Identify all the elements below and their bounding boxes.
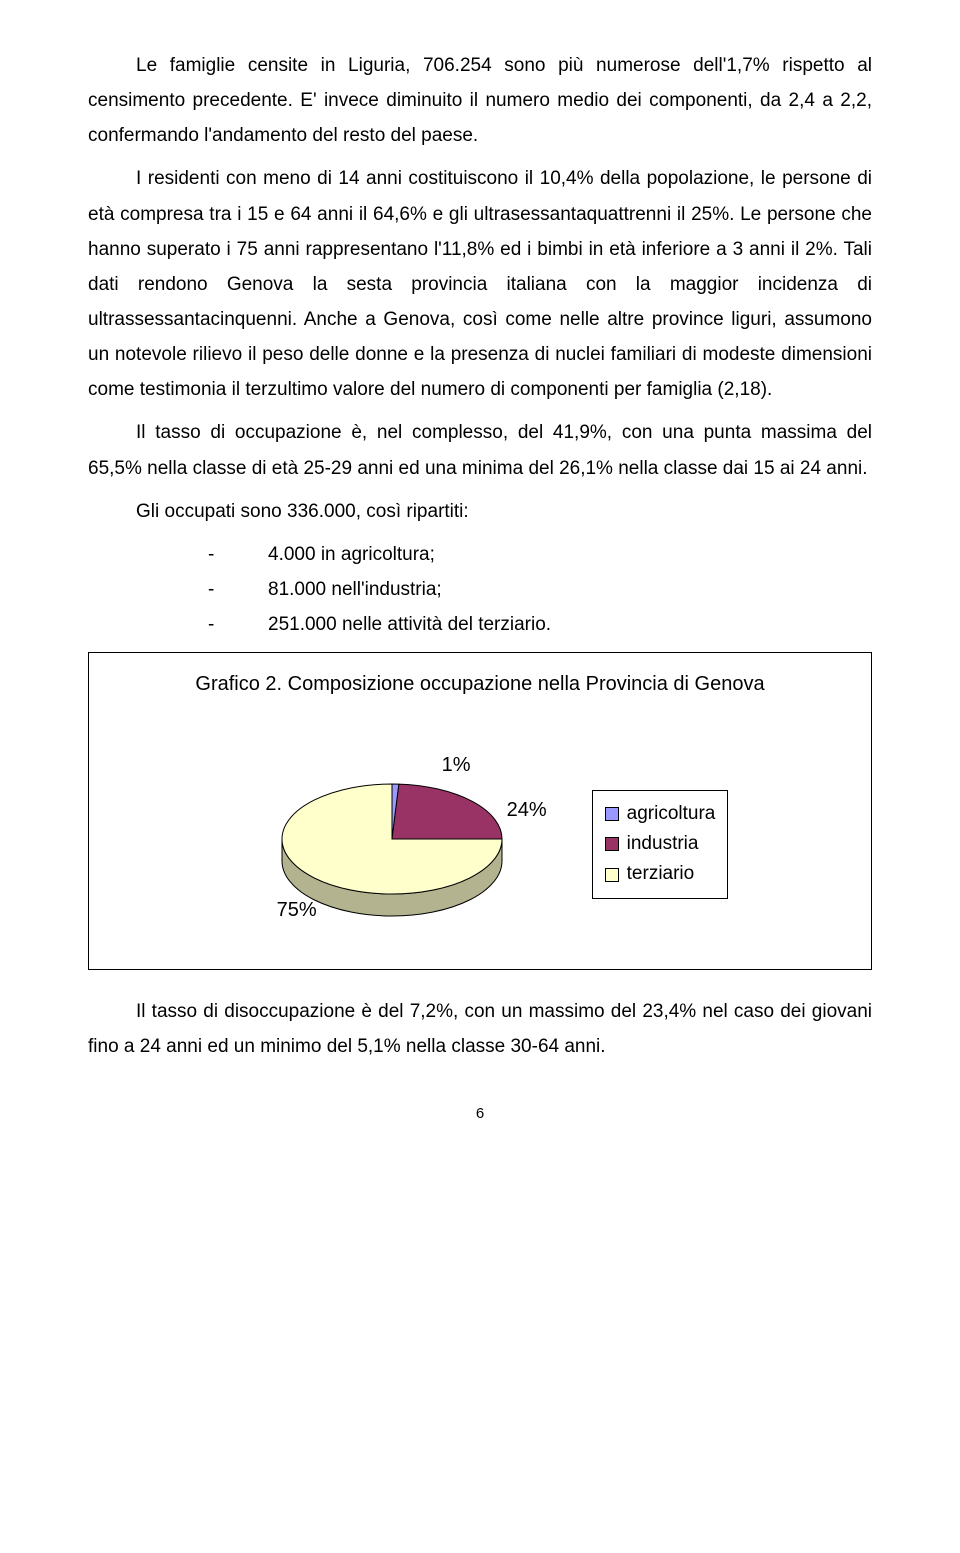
bullet-dash-icon: - (208, 537, 268, 572)
chart-legend: agricoltura industria terziario (592, 790, 729, 899)
pie-label-3: 75% (277, 899, 317, 922)
list-item: - 81.000 nell'industria; (208, 572, 872, 607)
list-item: - 4.000 in agricoltura; (208, 537, 872, 572)
legend-item: agricoltura (605, 799, 716, 829)
pie-chart: 1% 24% 75% (232, 744, 572, 944)
paragraph-4: Gli occupati sono 336.000, così ripartit… (88, 494, 872, 529)
legend-swatch-icon (605, 837, 619, 851)
chart-title: Grafico 2. Composizione occupazione nell… (109, 669, 851, 699)
pie-label-1: 1% (442, 754, 471, 777)
legend-swatch-icon (605, 868, 619, 882)
legend-label: agricoltura (627, 799, 716, 829)
paragraph-1: Le famiglie censite in Liguria, 706.254 … (88, 48, 872, 153)
pie-label-2: 24% (507, 799, 547, 822)
legend-swatch-icon (605, 807, 619, 821)
bullet-dash-icon: - (208, 607, 268, 642)
list-item-text: 81.000 nell'industria; (268, 572, 442, 607)
page-number: 6 (88, 1105, 872, 1122)
chart-body: 1% 24% 75% agricoltura industria terziar… (109, 729, 851, 959)
legend-item: terziario (605, 859, 716, 889)
chart-container: Grafico 2. Composizione occupazione nell… (88, 652, 872, 970)
legend-item: industria (605, 829, 716, 859)
legend-label: terziario (627, 859, 695, 889)
list-item-text: 251.000 nelle attività del terziario. (268, 607, 551, 642)
paragraph-5: Il tasso di disoccupazione è del 7,2%, c… (88, 994, 872, 1064)
bullet-list: - 4.000 in agricoltura; - 81.000 nell'in… (208, 537, 872, 642)
paragraph-3: Il tasso di occupazione è, nel complesso… (88, 415, 872, 485)
list-item: - 251.000 nelle attività del terziario. (208, 607, 872, 642)
list-item-text: 4.000 in agricoltura; (268, 537, 435, 572)
bullet-dash-icon: - (208, 572, 268, 607)
paragraph-2: I residenti con meno di 14 anni costitui… (88, 161, 872, 407)
legend-label: industria (627, 829, 699, 859)
